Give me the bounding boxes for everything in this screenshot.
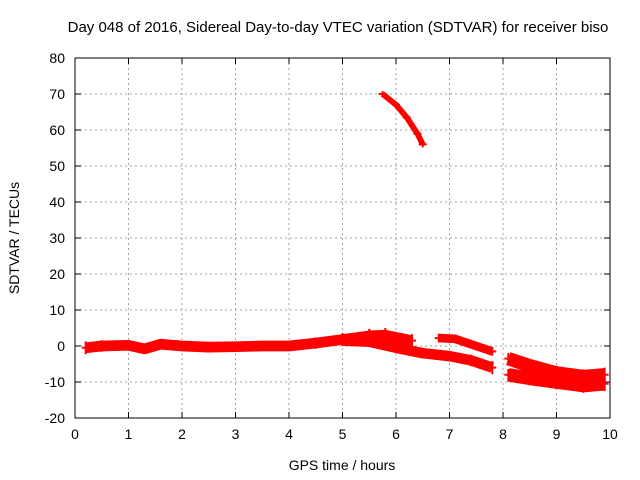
y-tick-label: 60 [49, 122, 65, 138]
series-band [380, 91, 426, 146]
series-segment-3 [434, 333, 497, 356]
series-segment-2 [338, 335, 497, 375]
data-point [97, 340, 106, 352]
x-tick-label: 5 [339, 426, 347, 442]
data-point [600, 376, 609, 391]
x-axis-label: GPS time / hours [289, 457, 396, 473]
data-point [504, 369, 513, 381]
y-axis-label: SDTVAR / TECUs [6, 182, 22, 294]
data-point [552, 374, 561, 390]
data-point [445, 351, 454, 362]
data-point [504, 352, 513, 365]
data-point [392, 101, 400, 108]
x-tick-label: 8 [499, 426, 507, 442]
y-tick-label: 50 [49, 158, 65, 174]
data-point [124, 340, 133, 351]
x-tick-label: 0 [71, 426, 79, 442]
data-point [579, 378, 588, 393]
data-point [418, 348, 427, 359]
series-band [438, 333, 494, 356]
data-point [402, 114, 411, 121]
data-point [434, 333, 443, 343]
data-point [365, 336, 374, 347]
y-tick-label: 10 [49, 302, 65, 318]
y-tick-label: 20 [49, 266, 65, 282]
data-point [140, 343, 149, 354]
chart-title: Day 048 of 2016, Sidereal Day-to-day VTE… [68, 19, 609, 36]
data-point [466, 339, 475, 349]
y-tick-label: 80 [49, 50, 65, 66]
data-point [311, 337, 320, 349]
y-tick-label: -10 [45, 374, 65, 390]
x-tick-label: 4 [285, 426, 293, 442]
y-tick-label: 0 [57, 338, 65, 354]
y-tick-label: -20 [45, 410, 65, 426]
data-point [378, 91, 387, 97]
data-point [156, 339, 165, 349]
series-segment-6 [378, 91, 427, 148]
data-point [231, 343, 240, 351]
data-point [408, 334, 417, 348]
data-point [81, 341, 90, 355]
data-point [178, 341, 186, 351]
data-point [204, 342, 213, 352]
data-point [285, 341, 293, 351]
data-point [418, 141, 427, 148]
y-tick-labels: -20 -10 0 10 20 30 40 50 60 70 80 [45, 50, 65, 426]
data-point [466, 354, 475, 367]
data-point [338, 336, 347, 345]
y-tick-label: 70 [49, 86, 65, 102]
data-point [450, 334, 459, 344]
data-series [81, 91, 609, 393]
data-point [392, 342, 400, 353]
x-tick-labels: 0 1 2 3 4 5 6 7 8 9 10 [71, 426, 618, 442]
x-tick-label: 1 [125, 426, 133, 442]
y-tick-label: 30 [49, 230, 65, 246]
x-tick-label: 2 [178, 426, 186, 442]
plot-frame [74, 57, 611, 419]
data-point [413, 130, 422, 137]
series-segment-4 [504, 352, 609, 384]
data-point [525, 359, 534, 373]
x-tick-label: 9 [553, 426, 561, 442]
x-tick-label: 3 [232, 426, 240, 442]
data-point [525, 371, 534, 385]
data-point [488, 347, 497, 356]
x-tick-label: 10 [602, 426, 618, 442]
data-point [258, 342, 267, 350]
series-segment-5 [504, 368, 609, 393]
x-tick-label: 6 [392, 426, 400, 442]
y-tick-label: 40 [49, 194, 65, 210]
x-tick-label: 7 [446, 426, 454, 442]
data-point [488, 361, 497, 375]
